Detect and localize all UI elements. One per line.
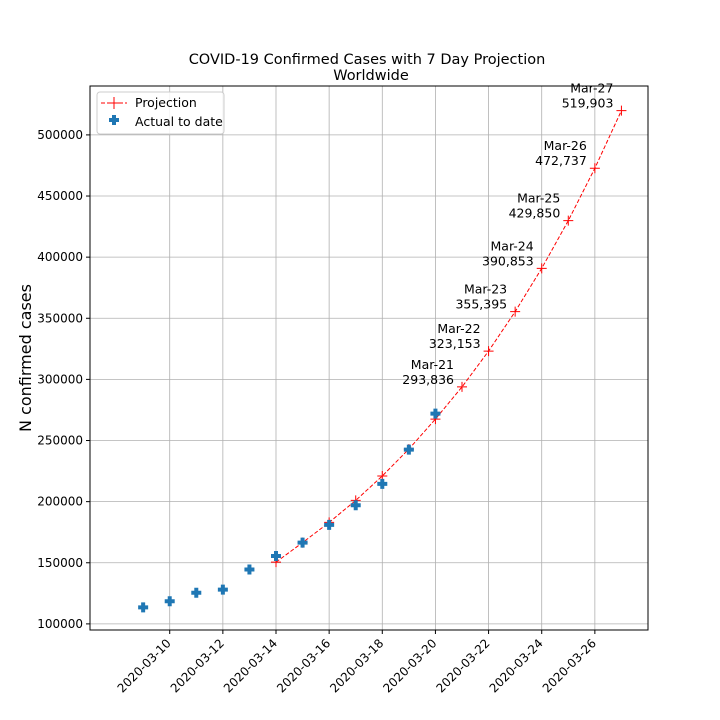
annotation-value: 390,853 <box>482 253 534 268</box>
x-tick-label: 2020-03-14 <box>221 636 280 695</box>
projection-point <box>616 105 627 116</box>
annotation-date: Mar-27 <box>570 81 613 96</box>
annotation-date: Mar-25 <box>517 191 560 206</box>
x-tick-label: 2020-03-12 <box>168 636 227 695</box>
legend: Projection Actual to date <box>96 91 225 135</box>
actual-point <box>244 564 255 575</box>
annotation-date: Mar-21 <box>411 357 454 372</box>
annotation-value: 293,836 <box>402 372 454 387</box>
y-tick-label: 500000 <box>37 128 83 142</box>
annotation-label: Mar-22 323,153 <box>429 321 481 351</box>
annotation-label: Mar-24 390,853 <box>482 238 534 268</box>
plot-frame <box>89 85 649 631</box>
legend-projection-marker <box>108 97 120 109</box>
annotation-label: Mar-21 293,836 <box>402 357 454 387</box>
y-tick-label: 400000 <box>37 250 83 264</box>
annotation-value: 355,395 <box>455 297 507 312</box>
legend-box <box>96 91 225 135</box>
legend-projection-label: Projection <box>135 95 197 110</box>
actual-point <box>217 584 228 595</box>
x-tick-label: 2020-03-10 <box>115 636 174 695</box>
y-tick-label: 200000 <box>37 495 83 509</box>
annotation-date: Mar-26 <box>544 138 587 153</box>
actual-point <box>403 444 414 455</box>
annotation-date: Mar-22 <box>437 321 480 336</box>
x-tick-label: 2020-03-16 <box>274 636 333 695</box>
annotation-value: 472,737 <box>535 153 587 168</box>
projection-point <box>457 381 467 392</box>
annotation-label: Mar-25 429,850 <box>509 191 561 221</box>
annotation-label: Mar-26 472,737 <box>535 138 587 168</box>
y-tick-label: 250000 <box>37 434 83 448</box>
y-axis-label: N confirmed cases <box>16 284 35 432</box>
actual-point <box>271 551 281 562</box>
projection-point <box>536 263 547 274</box>
annotation-date: Mar-24 <box>491 238 534 253</box>
actual-point <box>430 408 441 419</box>
annotation-value: 323,153 <box>429 336 481 351</box>
actual-point <box>164 596 175 607</box>
annotation-date: Mar-23 <box>464 282 507 297</box>
x-tick-label: 2020-03-18 <box>327 636 386 695</box>
x-tick-label: 2020-03-20 <box>380 636 439 695</box>
series <box>138 105 627 613</box>
actual-point <box>138 602 149 613</box>
actual-point <box>350 500 361 511</box>
projection-point <box>589 163 600 174</box>
actual-point <box>324 519 335 530</box>
y-tick-label: 300000 <box>37 372 83 386</box>
annotation-label: Mar-27 519,903 <box>562 81 614 111</box>
legend-actual-marker <box>109 115 119 125</box>
projection-point <box>563 215 574 226</box>
gridlines <box>90 86 648 630</box>
y-tick-label: 350000 <box>37 311 83 325</box>
actual-point <box>191 587 202 598</box>
projection-point <box>510 306 521 317</box>
x-tick-label: 2020-03-22 <box>433 636 492 695</box>
projection-point <box>483 346 494 357</box>
annotation-value: 429,850 <box>509 206 561 221</box>
y-tick-label: 100000 <box>37 617 83 631</box>
actual-point <box>297 537 308 548</box>
actual-point <box>377 478 388 489</box>
projection-line <box>275 110 622 563</box>
x-tick-label: 2020-03-26 <box>540 636 599 695</box>
x-tick-label: 2020-03-24 <box>487 636 546 695</box>
chart-subtitle: Worldwide <box>333 68 409 84</box>
y-tick-label: 150000 <box>37 556 83 570</box>
legend-actual-label: Actual to date <box>135 114 223 129</box>
y-tick-label: 450000 <box>37 189 83 203</box>
annotation-value: 519,903 <box>562 96 614 111</box>
chart-title: COVID-19 Confirmed Cases with 7 Day Proj… <box>189 52 546 68</box>
annotation-label: Mar-23 355,395 <box>455 282 507 312</box>
